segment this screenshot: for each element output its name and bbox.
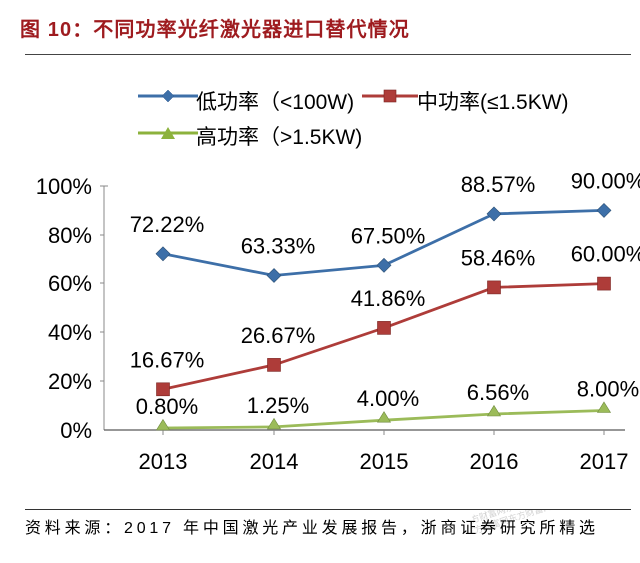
svg-text:2015: 2015 [360,449,409,474]
svg-text:80%: 80% [48,223,92,248]
svg-text:2017: 2017 [580,449,629,474]
svg-text:0%: 0% [60,418,92,443]
svg-text:0.80%: 0.80% [136,394,198,419]
svg-text:2014: 2014 [250,449,299,474]
svg-text:6.56%: 6.56% [467,380,529,405]
svg-text:20%: 20% [48,369,92,394]
svg-text:100%: 100% [36,174,92,199]
svg-text:63.33%: 63.33% [241,234,316,259]
svg-text:4.00%: 4.00% [357,386,419,411]
svg-text:60.00%: 60.00% [571,242,640,267]
svg-text:60%: 60% [48,271,92,296]
svg-text:26.67%: 26.67% [241,323,316,348]
svg-text:72.22%: 72.22% [130,212,205,237]
svg-text:41.86%: 41.86% [351,286,426,311]
svg-text:88.57%: 88.57% [461,172,536,197]
svg-text:67.50%: 67.50% [351,223,426,248]
svg-text:58.46%: 58.46% [461,245,536,270]
svg-text:8.00%: 8.00% [577,377,639,402]
svg-text:2016: 2016 [470,449,519,474]
svg-text:90.00%: 90.00% [571,168,640,193]
svg-text:40%: 40% [48,320,92,345]
svg-text:16.67%: 16.67% [130,347,205,372]
svg-text:2013: 2013 [139,449,188,474]
svg-text:1.25%: 1.25% [247,393,309,418]
